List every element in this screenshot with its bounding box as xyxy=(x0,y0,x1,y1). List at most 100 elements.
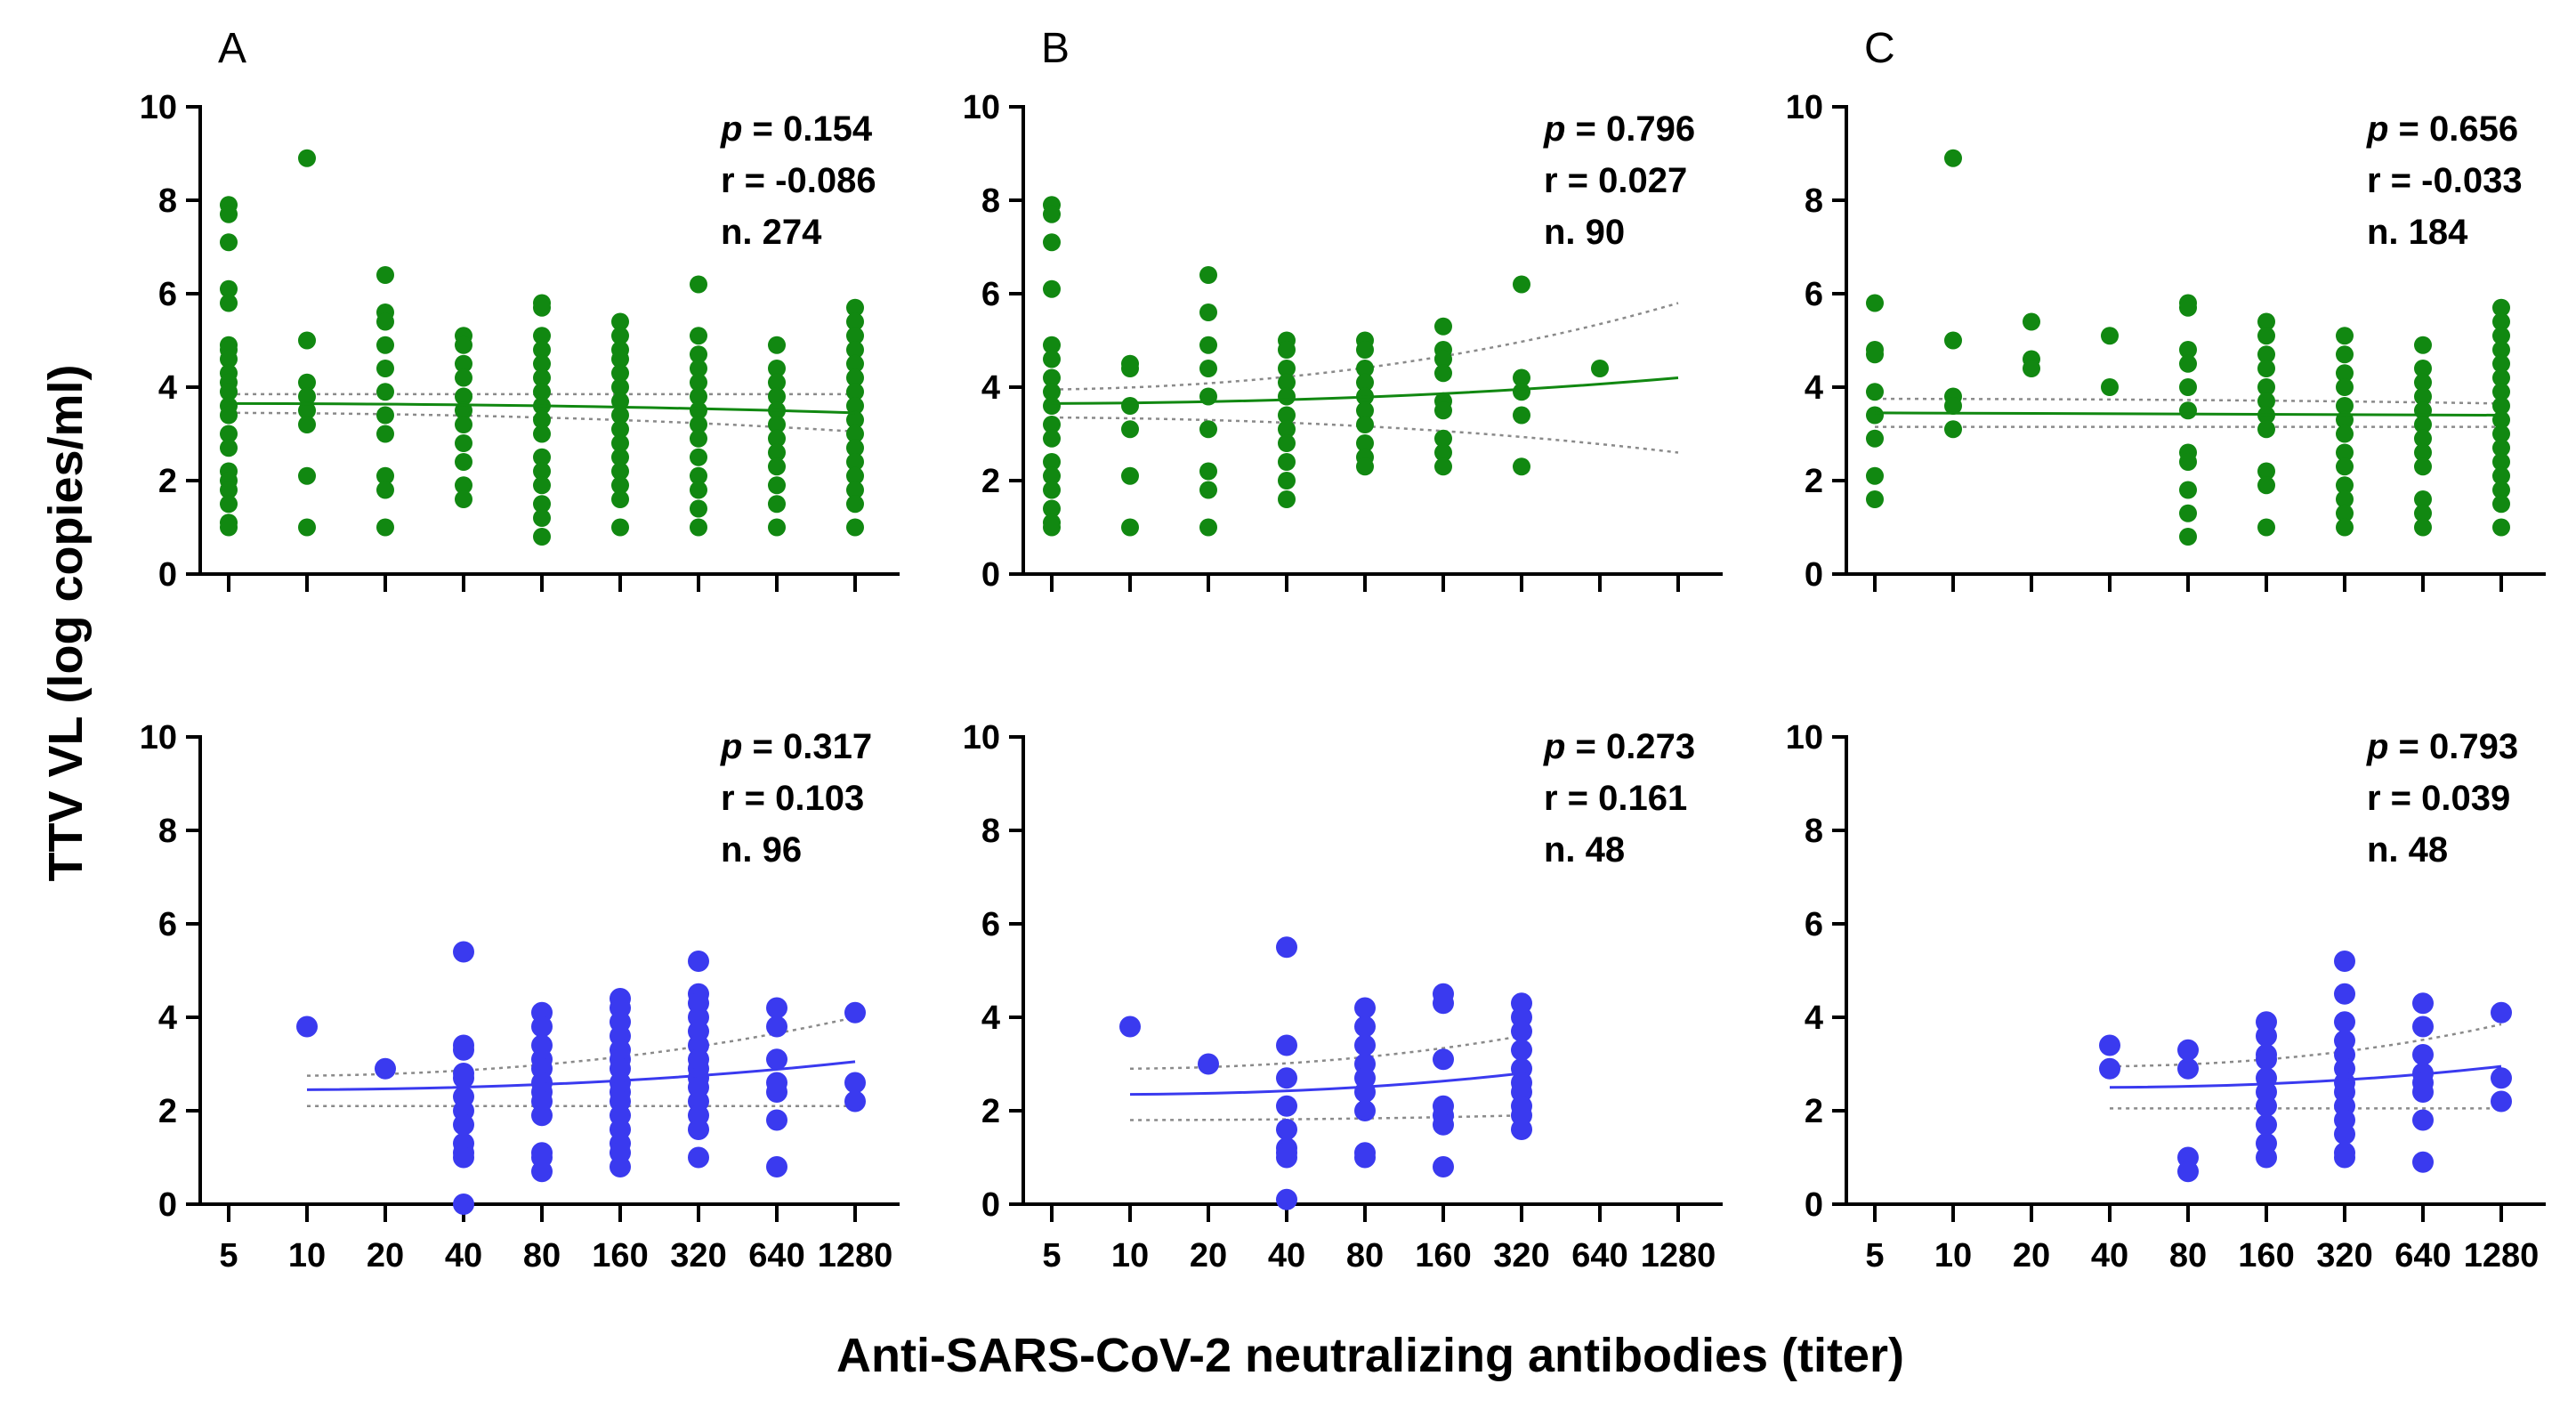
panel-top-a-point xyxy=(455,336,472,354)
panel-bottom-a-point xyxy=(766,1109,787,1131)
panel-bottom-c-point xyxy=(2177,1057,2199,1080)
panel-top-a-point xyxy=(533,425,551,443)
panel-bottom-c-x-tick-label: 320 xyxy=(2316,1237,2372,1274)
panel-top-a-point xyxy=(611,462,629,481)
panel-top-b: 0 2 4 6 8 10 Bp = 0.796 r = 0.027 n. 90 xyxy=(963,25,1723,594)
panel-top-a-point xyxy=(376,406,394,425)
panel-top-b-point xyxy=(1278,453,1296,471)
panel-bottom-a-point xyxy=(531,1016,553,1038)
panel-top-b-r-value: r = 0.027 xyxy=(1544,161,1687,200)
panel-top-b-y-tick-label: 4 xyxy=(981,369,1000,407)
panel-top-c-point xyxy=(2257,462,2275,481)
panel-bottom-b-point xyxy=(1433,1113,1454,1136)
panel-top-a-r-value: r = -0.086 xyxy=(721,161,876,200)
panel-top-b-point xyxy=(1043,397,1061,415)
panel-bottom-b-x-tick-label: 40 xyxy=(1268,1237,1305,1274)
panel-bottom-b-point xyxy=(1198,1053,1219,1075)
panel-bottom-a-point xyxy=(296,1016,318,1038)
panel-top-b-point xyxy=(1121,397,1139,415)
panel-top-a-y-tick-label: 2 xyxy=(158,463,177,500)
panel-top-a-point xyxy=(846,466,864,485)
panel-bottom-b-p-number: = 0.273 xyxy=(1565,727,1695,766)
panel-bottom-a-point xyxy=(688,951,709,972)
panel-bottom-c-point xyxy=(2334,1123,2355,1145)
panel-top-c-point xyxy=(2492,327,2510,345)
panel-top-b-point xyxy=(1199,303,1217,321)
panel-top-b-point xyxy=(1199,360,1217,377)
panel-top-b-point xyxy=(1356,373,1374,392)
panel-top-c-point xyxy=(2414,416,2432,433)
panel-top-c-point xyxy=(2414,387,2432,406)
panel-top-c-point xyxy=(2492,439,2510,457)
panel-top-a-point xyxy=(768,495,786,514)
panel-top-a-point xyxy=(846,439,864,457)
panel-top-a-point xyxy=(376,336,394,354)
panel-bottom-c-point xyxy=(2099,1034,2120,1056)
panel-bottom-c-point xyxy=(2412,992,2434,1015)
panel-top-a-point xyxy=(690,481,707,499)
panel-bottom-b-point xyxy=(1276,1095,1297,1117)
panel-top-b-ci-lower xyxy=(1051,416,1679,454)
panel-top-a-y-tick-label: 0 xyxy=(158,556,177,594)
panel-bottom-b-point xyxy=(1511,1020,1532,1042)
panel-bottom-b-point xyxy=(1354,997,1376,1019)
panel-bottom-a-p-symbol: p xyxy=(720,727,742,766)
panel-bottom-a-point xyxy=(531,1105,553,1127)
panel-bottom-a-x-tick-label: 640 xyxy=(748,1237,804,1274)
panel-top-c-point xyxy=(2414,373,2432,392)
panel-top-c-point xyxy=(2257,312,2275,331)
panel-bottom-a-p-value: p = 0.317 xyxy=(720,727,872,766)
panel-top-c-point xyxy=(2179,528,2197,546)
panel-top-a-point xyxy=(846,341,864,359)
panel-top-c-point xyxy=(2336,425,2354,443)
panel-top-c-point xyxy=(2492,466,2510,485)
panel-bottom-c-x-tick-label: 5 xyxy=(1865,1237,1884,1274)
panel-top-b-n-value: n. 90 xyxy=(1544,213,1625,252)
panel-top-a-point xyxy=(220,481,238,499)
panel-top-a-point xyxy=(768,476,786,495)
panel-top-a-point xyxy=(376,466,394,485)
panel-bottom-c-point xyxy=(2334,983,2355,1005)
panel-bottom-c-y-tick-label: 10 xyxy=(1786,719,1823,757)
panel-top-a-point xyxy=(768,373,786,392)
panel-top-c-point xyxy=(2257,392,2275,410)
panel-bottom-a-point xyxy=(688,1146,709,1169)
panel-bottom-a-x-tick-label: 5 xyxy=(219,1237,238,1274)
panel-bottom-b-y-tick-label: 4 xyxy=(981,999,1000,1037)
panel-top-a-point xyxy=(611,392,629,410)
panel-top-b-point xyxy=(1434,443,1452,462)
panel-top-a-p-number: = 0.154 xyxy=(742,109,872,149)
panel-bottom-a: 0 2 4 6 8 10 5 10 20 40 80 160 320 640 1280 p = 0.317 r … xyxy=(140,719,900,1274)
panel-top-b-point xyxy=(1434,457,1452,476)
panel-top-a-point xyxy=(768,336,786,354)
panel-bottom-a-y-tick-label: 8 xyxy=(158,813,177,850)
panel-bottom-a-x-tick-label: 320 xyxy=(670,1237,726,1274)
panel-top-a-point xyxy=(455,368,472,387)
panel-bottom-c-y-tick-label: 2 xyxy=(1805,1093,1823,1130)
panel-top-b-point xyxy=(1513,368,1530,387)
panel-top-a-point xyxy=(220,350,238,368)
panel-top-b-p-number: = 0.796 xyxy=(1565,109,1695,149)
panel-top-b-y-tick-label: 2 xyxy=(981,463,1000,500)
panel-bottom-c-point xyxy=(2491,1090,2512,1113)
panel-top-a-point xyxy=(690,429,707,448)
panel-top-a-point xyxy=(220,518,238,537)
panel-top-c-point xyxy=(2414,429,2432,448)
panel-top-b-point xyxy=(1043,429,1061,448)
panel-bottom-b-point xyxy=(1511,1119,1532,1140)
panel-top-a-point xyxy=(846,410,864,429)
panel-top-c: 0 2 4 6 8 10 Cp = 0.656 r = -0.033 n. 184 xyxy=(1786,25,2546,594)
panel-top-b-point xyxy=(1199,481,1217,499)
panel-bottom-c-fit-line xyxy=(2109,1064,2502,1089)
panel-top-a-point xyxy=(298,149,316,167)
panel-top-c-point xyxy=(2179,378,2197,396)
panel-top-c-p-number: = 0.656 xyxy=(2388,109,2518,149)
panel-top-c-y-tick-label: 6 xyxy=(1805,276,1823,313)
panel-top-a-point xyxy=(455,387,472,406)
panel-bottom-b-point xyxy=(1433,1048,1454,1071)
panel-top-b-point xyxy=(1043,518,1061,537)
panel-bottom-c-x-tick-label: 640 xyxy=(2394,1237,2451,1274)
panel-bottom-c-point xyxy=(2491,1001,2512,1024)
panel-bottom-c-x-tick-label: 20 xyxy=(2013,1237,2050,1274)
